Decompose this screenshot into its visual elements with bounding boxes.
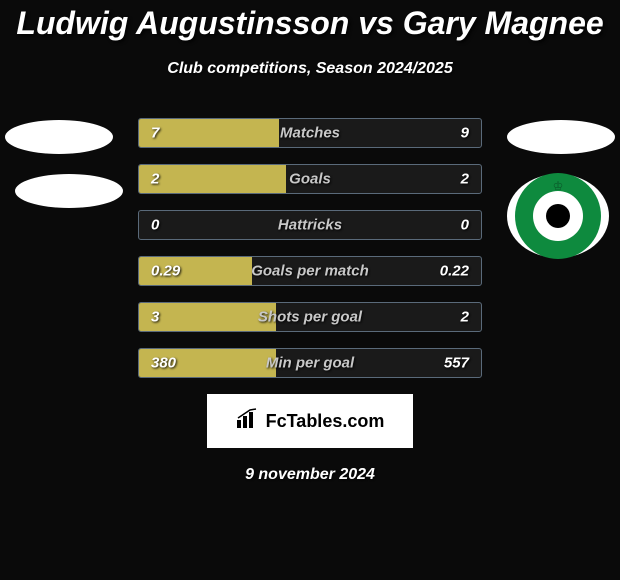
player-avatar-placeholder [507,120,615,154]
stat-label: Shots per goal [258,309,362,326]
stats-table: 7 Matches 9 2 Goals 2 0 Hattricks 0 0.29 Goals per… [138,118,482,378]
stat-label: Goals [289,171,331,188]
stat-row: 7 Matches 9 [138,118,482,148]
stat-row: 2 Goals 2 [138,164,482,194]
stat-value-right: 0.22 [440,263,469,280]
stat-row: 0 Hattricks 0 [138,210,482,240]
club-logo-dot [546,204,570,228]
date-label: 9 november 2024 [0,466,620,484]
stat-label: Hattricks [278,217,342,234]
left-player-avatars [5,120,123,228]
stat-value-right: 0 [461,217,469,234]
stat-value-left: 7 [151,125,159,142]
right-player-avatars: ♔ [507,120,615,258]
stat-value-left: 3 [151,309,159,326]
stat-bar-left [139,119,279,147]
chart-icon [236,408,260,434]
club-logo-inner: ♔ [515,173,601,259]
stat-row: 3 Shots per goal 2 [138,302,482,332]
club-avatar-placeholder [15,174,123,208]
stat-row: 0.29 Goals per match 0.22 [138,256,482,286]
club-logo: ♔ [507,174,609,258]
stat-label: Matches [280,125,340,142]
stat-value-right: 9 [461,125,469,142]
stat-bar-left [139,303,276,331]
stat-value-right: 2 [461,309,469,326]
stat-value-left: 2 [151,171,159,188]
stat-label: Min per goal [266,355,354,372]
stat-bar-left [139,165,286,193]
stat-value-right: 557 [444,355,469,372]
stat-value-left: 0 [151,217,159,234]
crown-icon: ♔ [553,179,564,193]
watermark: FcTables.com [207,394,413,448]
infographic-container: Ludwig Augustinsson vs Gary Magnee Club … [0,0,620,580]
stat-row: 380 Min per goal 557 [138,348,482,378]
page-title: Ludwig Augustinsson vs Gary Magnee [0,5,620,42]
club-logo-center [533,191,583,241]
watermark-text: FcTables.com [266,411,385,432]
stat-label: Goals per match [251,263,369,280]
stat-value-left: 0.29 [151,263,180,280]
stat-value-right: 2 [461,171,469,188]
player-avatar-placeholder [5,120,113,154]
subtitle: Club competitions, Season 2024/2025 [0,60,620,78]
stat-value-left: 380 [151,355,176,372]
